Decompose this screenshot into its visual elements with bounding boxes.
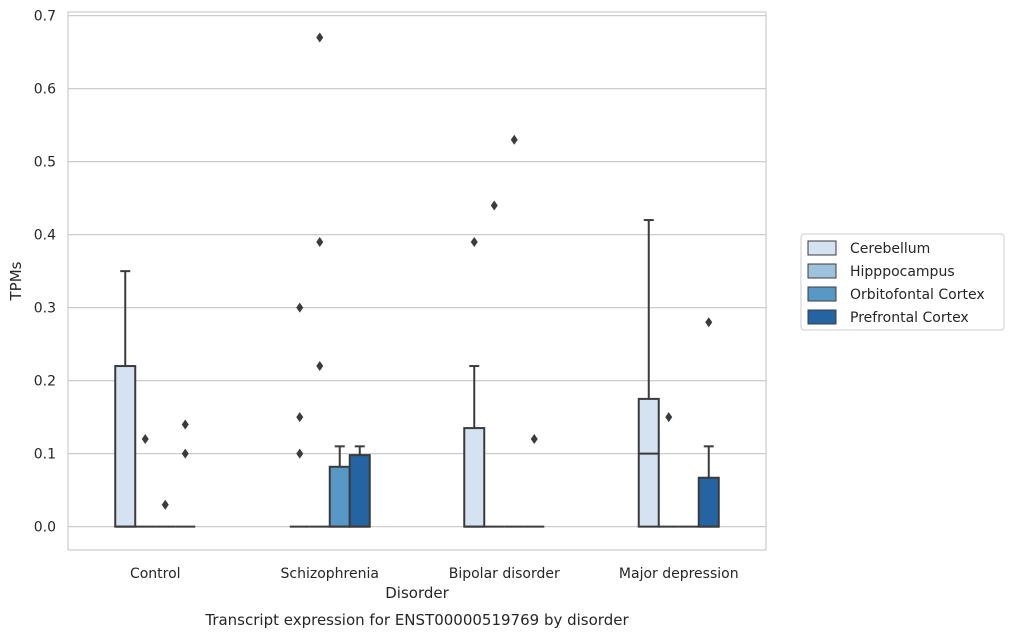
y-tick-label: 0.0 [34, 520, 56, 536]
box [484, 200, 505, 528]
legend-swatch [807, 309, 837, 325]
y-tick-label: 0.2 [34, 374, 56, 390]
box [637, 219, 660, 528]
legend-label: Cerebellum [850, 241, 930, 257]
outlier-point [181, 419, 189, 430]
outlier-point [161, 499, 169, 510]
x-tick-label: Major depression [619, 566, 739, 582]
legend-frame [800, 233, 1005, 331]
series-hipppocampus [135, 32, 679, 528]
y-axis-label: TPMs [7, 261, 25, 301]
box-body [697, 476, 720, 528]
gridlines [68, 15, 766, 528]
outlier-point [705, 317, 713, 328]
box [524, 434, 545, 528]
plot-frame [67, 11, 767, 551]
outlier-point [470, 236, 478, 247]
outlier-point [296, 412, 304, 423]
series-orbitofontal-cortex [155, 134, 699, 528]
legend-swatch [807, 286, 837, 302]
x-tick-label: Bipolar disorder [449, 566, 560, 582]
box [328, 445, 351, 528]
outlier-point [490, 200, 498, 211]
outlier-point [316, 361, 324, 372]
y-axis-ticks: 0.0 0.1 0.2 0.3 0.4 0.5 0.6 0.7 [34, 9, 56, 536]
box-series [114, 32, 720, 528]
box [348, 445, 371, 528]
x-axis-label: Disorder [385, 584, 449, 602]
box [463, 236, 486, 528]
outlier-point [141, 434, 149, 445]
legend-swatch [807, 263, 837, 279]
outlier-point [665, 412, 673, 423]
box [697, 317, 720, 528]
outlier-point [510, 134, 518, 145]
outlier-point [181, 448, 189, 459]
box [309, 32, 330, 528]
legend: Cerebellum Hipppocampus Orbitofontal Corte… [800, 233, 1005, 331]
outlier-point [316, 32, 324, 43]
y-tick-label: 0.6 [34, 82, 56, 98]
box [155, 499, 176, 528]
legend-label: Orbitofontal Cortex [850, 287, 985, 303]
x-axis-ticks: Control Schizophrenia Bipolar disorder Majo… [130, 566, 739, 582]
legend-swatch [807, 240, 837, 256]
box [658, 412, 679, 528]
x-tick-label: Schizophrenia [281, 566, 379, 582]
outlier-point [296, 302, 304, 313]
series-prefrontal-cortex [175, 317, 720, 528]
y-tick-label: 0.7 [34, 9, 56, 25]
box-body [348, 454, 371, 528]
box-body [114, 365, 137, 528]
y-tick-label: 0.4 [34, 228, 56, 244]
outlier-point [530, 434, 538, 445]
box [175, 419, 196, 528]
y-tick-label: 0.3 [34, 301, 56, 317]
chart-caption: Transcript expression for ENST0000051976… [204, 611, 629, 629]
box [135, 434, 156, 528]
y-tick-label: 0.5 [34, 155, 56, 171]
box [504, 134, 525, 528]
y-tick-label: 0.1 [34, 447, 56, 463]
legend-label: Hipppocampus [850, 264, 955, 280]
legend-label: Prefrontal Cortex [850, 310, 969, 326]
x-tick-label: Control [130, 566, 181, 582]
series-cerebellum [114, 219, 660, 528]
box [114, 270, 137, 528]
box [289, 302, 310, 528]
box-body [637, 397, 660, 528]
box-body [463, 427, 486, 528]
outlier-point [316, 236, 324, 247]
outlier-point [296, 448, 304, 459]
box-body [328, 465, 351, 528]
